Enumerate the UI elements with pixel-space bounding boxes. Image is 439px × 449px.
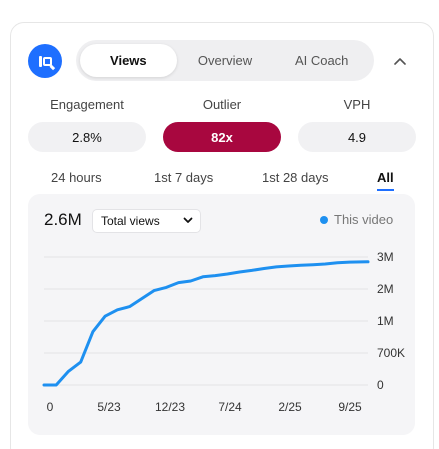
- app-logo[interactable]: [28, 44, 62, 78]
- metric-label: Outlier: [202, 97, 242, 112]
- range-first-7-days[interactable]: 1st 7 days: [154, 170, 214, 185]
- tab-views[interactable]: Views: [80, 44, 177, 77]
- metric-select-value: Total views: [101, 214, 160, 228]
- metric-label: VPH: [343, 97, 371, 112]
- metric-select[interactable]: Total views: [93, 210, 200, 232]
- range-first-28-days[interactable]: 1st 28 days: [262, 170, 329, 185]
- collapse-button[interactable]: [388, 50, 412, 72]
- metric-engagement: Engagement 2.8%: [28, 96, 146, 152]
- range-all[interactable]: All: [377, 170, 394, 191]
- legend-dot: [320, 215, 328, 224]
- legend-label: This video: [334, 212, 394, 227]
- chevron-down-icon: [183, 217, 193, 223]
- metric-value: 2.8%: [28, 122, 146, 152]
- metric-label: Engagement: [50, 97, 124, 112]
- time-range-selector: 24 hours 1st 7 days 1st 28 days All: [0, 170, 439, 194]
- metric-vph: VPH 4.9: [298, 96, 416, 152]
- chevron-up-icon: [394, 58, 406, 65]
- chart-panel: [28, 194, 415, 435]
- range-24-hours[interactable]: 24 hours: [51, 170, 102, 185]
- tab-overview[interactable]: Overview: [197, 53, 253, 68]
- logo-icon: [38, 55, 52, 67]
- metric-outlier: Outlier 82x: [163, 96, 281, 152]
- total-views-value: 2.6M: [44, 210, 82, 229]
- chart-legend: This video: [320, 212, 393, 227]
- tab-ai-coach[interactable]: AI Coach: [294, 53, 349, 68]
- metric-value: 4.9: [298, 122, 416, 152]
- tab-bar: Views Overview AI Coach: [76, 40, 374, 81]
- metric-value: 82x: [163, 122, 281, 152]
